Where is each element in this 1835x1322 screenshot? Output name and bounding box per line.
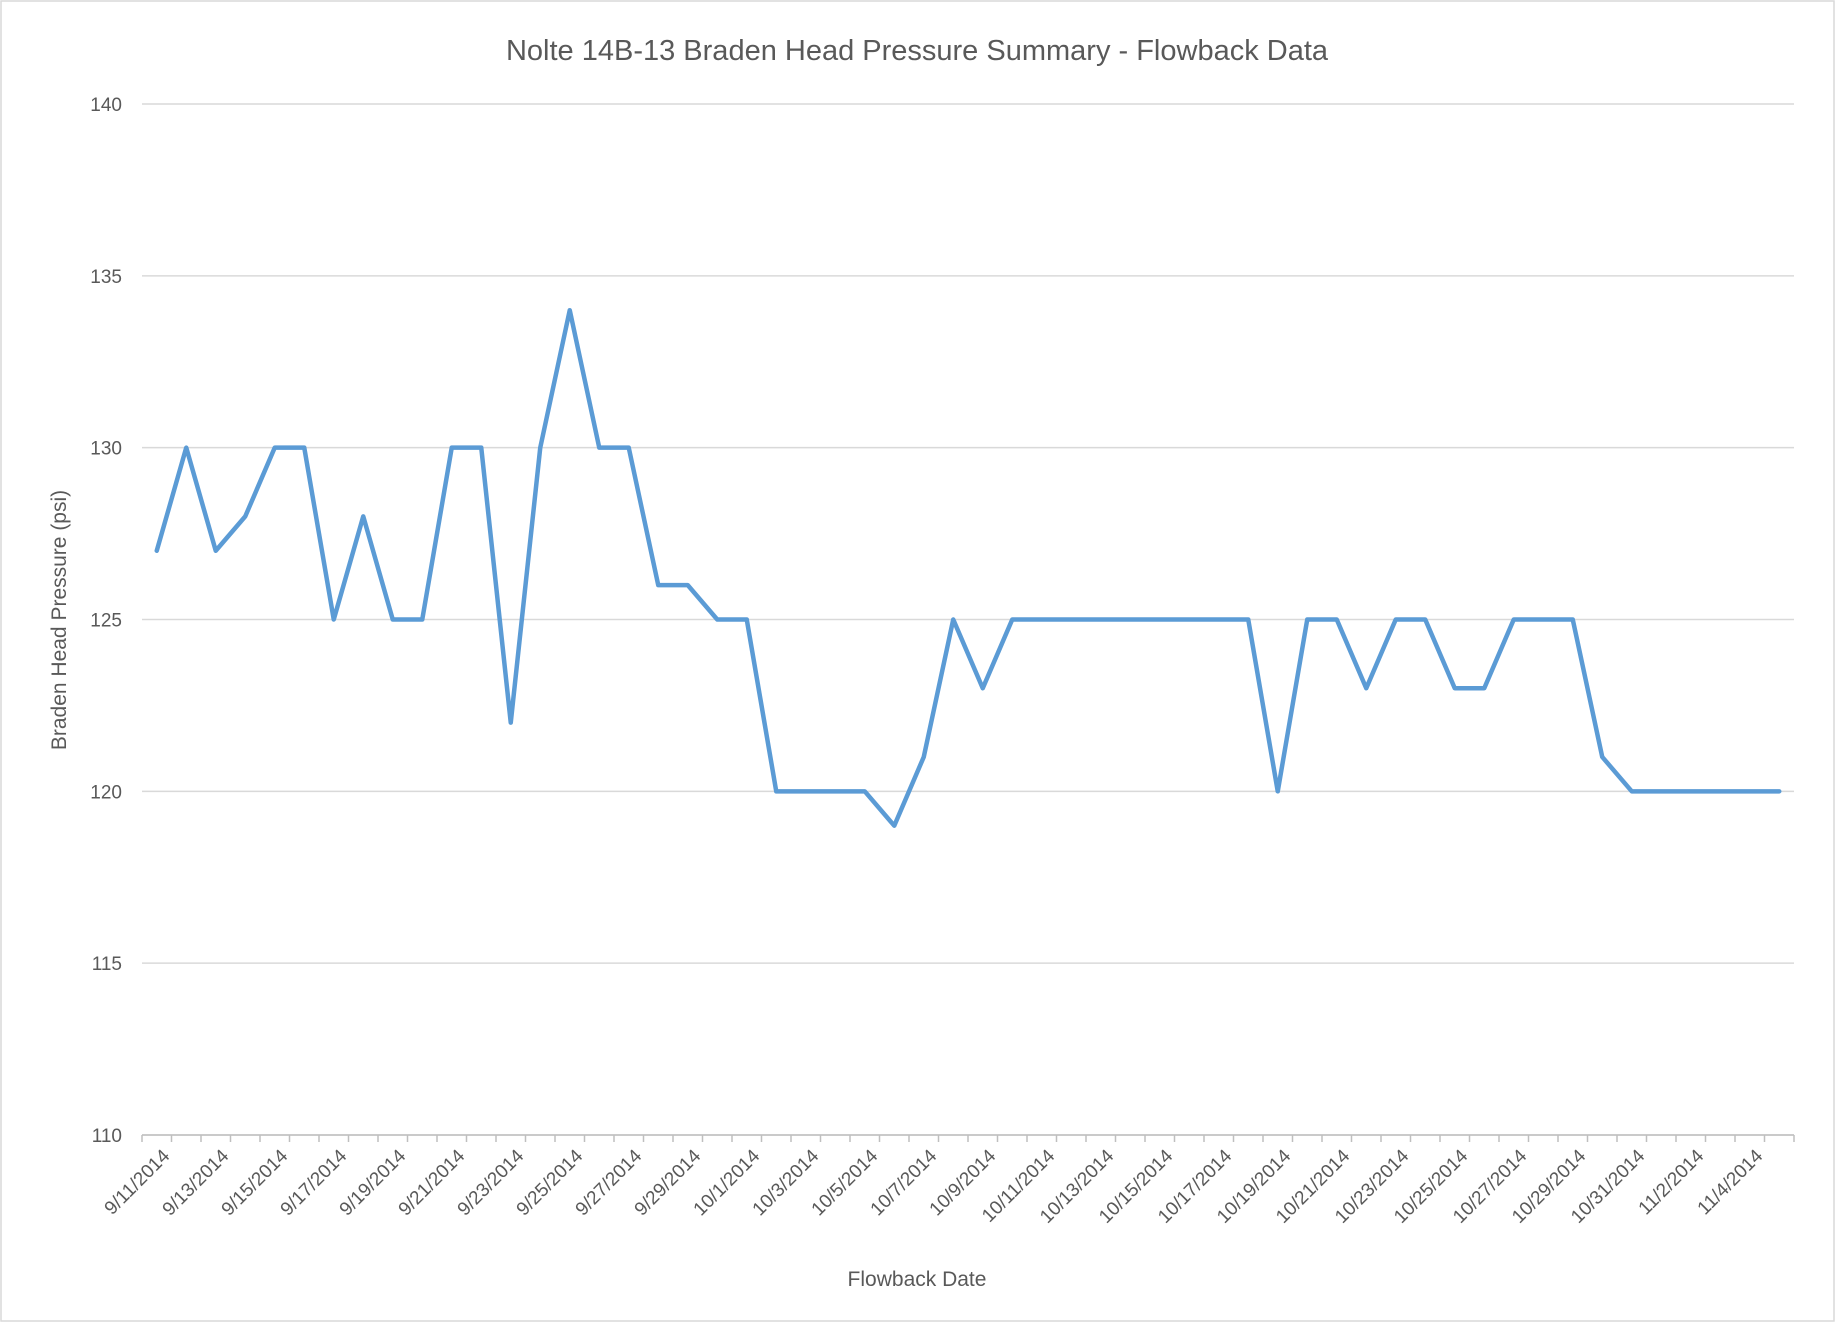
y-axis-label: Braden Head Pressure (psi) (48, 490, 71, 750)
y-tick-label: 120 (90, 782, 122, 803)
chart-title: Nolte 14B-13 Braden Head Pressure Summar… (506, 35, 1329, 67)
y-tick-label: 140 (90, 95, 122, 116)
x-axis-label: Flowback Date (848, 1268, 987, 1291)
data-line (154, 307, 1782, 828)
y-tick-label: 135 (90, 267, 122, 288)
y-tick-label: 125 (90, 611, 122, 632)
y-tick-label: 115 (92, 954, 122, 975)
y-tick-label: 130 (90, 439, 122, 460)
y-tick-label: 110 (92, 1126, 122, 1147)
